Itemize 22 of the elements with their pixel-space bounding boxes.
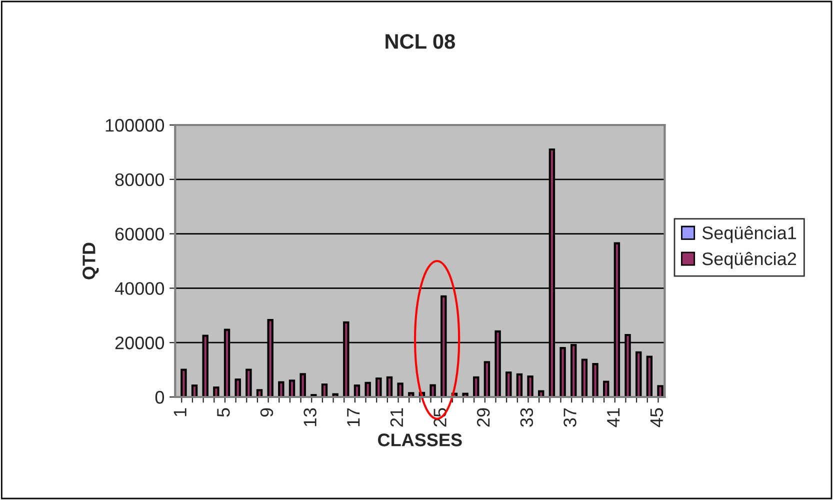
x-tick-label: 13 [304, 408, 316, 426]
x-tick-label: 17 [347, 408, 360, 426]
x-tick-label: 1 [174, 408, 186, 416]
y-tick-label: 40000 [114, 282, 164, 295]
y-axis-title: QTD [82, 242, 99, 280]
x-tick-label: 33 [520, 408, 534, 427]
chart-title: NCL 08 [386, 34, 455, 49]
x-tick-label: 21 [390, 408, 403, 427]
x-tick-label: 41 [607, 408, 620, 428]
y-tick-label: 100000 [106, 118, 164, 132]
x-tick-label: 29 [476, 408, 490, 427]
y-tick-label: 60000 [115, 228, 164, 241]
x-tick-label: 9 [260, 408, 274, 417]
x-axis-title: CLASSES [378, 434, 462, 446]
x-tick-label: 45 [650, 408, 664, 428]
legend-label: Seqüência2 [702, 252, 796, 269]
y-tick-label: 20000 [115, 336, 164, 350]
y-tick-label: 0 [155, 390, 164, 404]
x-tick-label: 37 [564, 408, 576, 427]
y-tick-label: 80000 [115, 173, 164, 186]
x-tick-label: 5 [217, 408, 230, 417]
legend-label: Seqüência1 [702, 226, 796, 243]
